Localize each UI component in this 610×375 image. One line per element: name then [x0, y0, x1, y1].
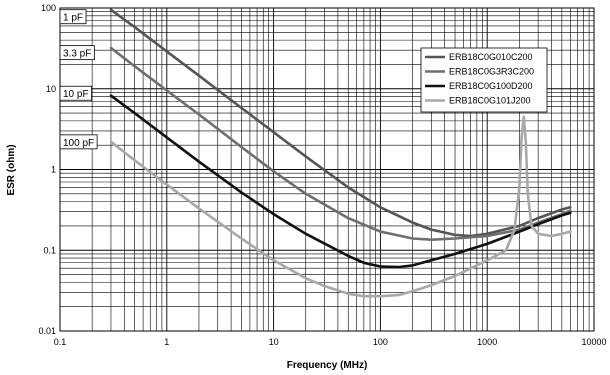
y-tick-labels: 0.01 0.1 1 10 100: [38, 3, 56, 336]
cap-label-1: 1 pF: [59, 9, 87, 25]
x-tick-label: 0.1: [54, 337, 67, 347]
series-line-1: [109, 8, 572, 238]
legend-entry-3: ERB18C0G100D200: [449, 81, 533, 91]
x-tick-label: 10000: [581, 337, 606, 347]
cap-label-text: 10 pF: [63, 89, 89, 100]
legend: ERB18C0G010C200 ERB18C0G3R3C200 ERB18C0G10…: [420, 47, 548, 113]
series-line-2: [109, 46, 572, 241]
cap-label-text: 100 pF: [63, 138, 94, 149]
y-axis-title: ESR (ohm): [6, 144, 17, 195]
legend-entry-4: ERB18C0G101J200: [449, 96, 531, 106]
cap-label-box: [59, 134, 98, 150]
cap-label-box: [59, 85, 92, 101]
cap-label-4: 100 pF: [59, 134, 98, 150]
plot-frame: [59, 7, 595, 332]
x-tick-label: 10: [269, 337, 279, 347]
series-line-4: [109, 115, 572, 298]
cap-label-text: 3.3 pF: [63, 49, 91, 60]
series-line-3: [109, 94, 572, 269]
cap-label-3: 10 pF: [59, 85, 92, 101]
y-tick-label: 0.01: [38, 326, 56, 336]
cap-label-2: 3.3 pF: [59, 45, 95, 61]
cap-label-text: 1 pF: [63, 13, 83, 24]
cap-label-box: [59, 45, 95, 61]
legend-entry-2: ERB18C0G3R3C200: [449, 67, 534, 77]
y-tick-label: 10: [46, 84, 56, 94]
x-axis-title: Frequency (MHz): [287, 360, 368, 371]
x-tick-label: 1000: [477, 337, 497, 347]
legend-entry-1: ERB18C0G010C200: [449, 52, 533, 62]
x-tick-label: 100: [373, 337, 388, 347]
capacitance-labels: 1 pF 3.3 pF 10 pF 100 pF: [59, 9, 98, 150]
y-tick-label: 100: [41, 3, 56, 13]
y-tick-label: 0.1: [43, 245, 56, 255]
y-tick-label: 1: [51, 165, 56, 175]
x-tick-labels: 0.1 1 10 100 1000 10000: [54, 337, 607, 347]
series-layer: [109, 8, 572, 298]
x-tick-label: 1: [164, 337, 169, 347]
cap-label-box: [59, 9, 87, 25]
